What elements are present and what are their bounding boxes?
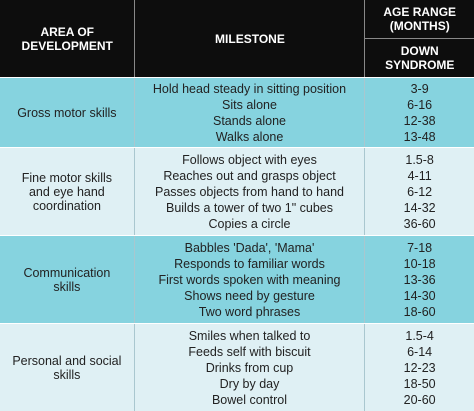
age-cell: 7-18 10-18 13-36 14-30 18-60 <box>365 236 474 323</box>
milestone-text: Shows need by gesture <box>184 288 315 303</box>
area-cell: Gross motor skills <box>0 78 135 147</box>
group-row: Fine motor skills and eye hand coordinat… <box>0 147 474 235</box>
age-text: 6-14 <box>407 344 433 359</box>
milestone-text: Responds to familiar words <box>174 256 325 271</box>
age-text: 13-36 <box>403 272 436 287</box>
milestone-text: Drinks from cup <box>205 360 294 375</box>
table-header: AREA OF DEVELOPMENT MILESTONE AGE RANGE … <box>0 0 474 77</box>
age-text: 10-18 <box>403 256 436 271</box>
age-cell: 1.5-8 4-11 6-12 14-32 36-60 <box>365 148 474 235</box>
age-text: 14-32 <box>403 200 436 215</box>
area-text: Personal and social skills <box>12 353 122 382</box>
milestone-text: Babbles 'Dada', 'Mama' <box>184 240 315 255</box>
milestone-text: Walks alone <box>215 129 284 144</box>
milestone-text: Reaches out and grasps object <box>163 168 336 183</box>
area-cell: Communication skills <box>0 236 135 323</box>
milestone-text: Passes objects from hand to hand <box>154 184 344 199</box>
group-row: Personal and social skills Smiles when ta… <box>0 323 474 411</box>
milestone-text: Bowel control <box>211 392 288 407</box>
age-text: 1.5-8 <box>405 152 434 167</box>
milestone-text: Feeds self with biscuit <box>188 344 311 359</box>
milestone-cell: Smiles when talked to Feeds self with bis… <box>135 324 366 411</box>
area-text: Fine motor skills and eye hand coordinat… <box>21 170 113 213</box>
age-text: 12-23 <box>403 360 436 375</box>
milestone-text: Dry by day <box>219 376 280 391</box>
milestone-text: First words spoken with meaning <box>158 272 341 287</box>
area-cell: Personal and social skills <box>0 324 135 411</box>
milestone-text: Hold head steady in sitting position <box>152 81 347 96</box>
age-text: 3-9 <box>410 81 429 96</box>
header-text: AREA OF DEVELOPMENT <box>21 24 113 53</box>
group-row: Communication skills Babbles 'Dada', 'Mam… <box>0 235 474 323</box>
milestone-text: Builds a tower of two 1" cubes <box>165 200 334 215</box>
age-cell: 1.5-4 6-14 12-23 18-50 20-60 <box>365 324 474 411</box>
age-text: 18-60 <box>403 304 436 319</box>
age-text: 4-11 <box>407 168 432 183</box>
milestone-text: Follows object with eyes <box>182 152 317 167</box>
age-text: 14-30 <box>403 288 436 303</box>
table-body: Gross motor skills Hold head steady in si… <box>0 77 474 411</box>
age-text: 20-60 <box>403 392 436 407</box>
header-text: DOWN SYNDROME <box>365 38 474 77</box>
header-milestone: MILESTONE <box>135 0 366 77</box>
age-text: 36-60 <box>403 216 436 231</box>
area-cell: Fine motor skills and eye hand coordinat… <box>0 148 135 235</box>
age-text: 13-48 <box>403 129 436 144</box>
age-text: 6-12 <box>407 184 433 199</box>
milestone-text: Two word phrases <box>198 304 301 319</box>
milestone-cell: Babbles 'Dada', 'Mama' Responds to famili… <box>135 236 366 323</box>
header-text: AGE RANGE (MONTHS) <box>383 5 457 33</box>
age-text: 1.5-4 <box>405 328 434 343</box>
header-area: AREA OF DEVELOPMENT <box>0 0 136 77</box>
milestone-cell: Hold head steady in sitting position Sits… <box>135 78 366 147</box>
age-text: 6-16 <box>407 97 433 112</box>
area-text: Gross motor skills <box>17 105 117 120</box>
milestone-text: Stands alone <box>213 113 286 128</box>
age-cell: 3-9 6-16 12-38 13-48 <box>365 78 474 147</box>
group-row: Gross motor skills Hold head steady in si… <box>0 77 474 147</box>
area-text: Communication skills <box>23 265 111 294</box>
age-text: 18-50 <box>403 376 436 391</box>
header-age: AGE RANGE (MONTHS) DOWN SYNDROME <box>365 0 474 77</box>
milestone-text: Copies a circle <box>208 216 291 231</box>
header-text: MILESTONE <box>215 31 285 46</box>
age-text: 12-38 <box>403 113 436 128</box>
milestone-text: Sits alone <box>222 97 277 112</box>
age-text: 7-18 <box>407 240 433 255</box>
milestone-cell: Follows object with eyes Reaches out and … <box>135 148 366 235</box>
milestone-text: Smiles when talked to <box>188 328 311 343</box>
